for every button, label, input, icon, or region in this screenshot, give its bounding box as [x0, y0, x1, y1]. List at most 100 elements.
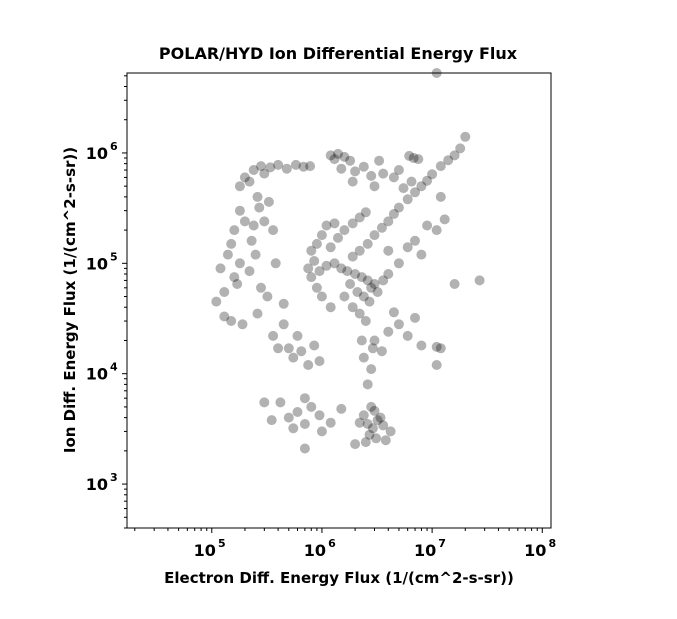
data-point — [380, 435, 391, 446]
data-point — [410, 312, 420, 323]
data-point — [402, 194, 413, 205]
data-point — [376, 346, 387, 357]
data-point — [256, 161, 266, 172]
data-point — [374, 155, 385, 166]
data-point — [244, 266, 255, 277]
data-point — [229, 272, 240, 283]
x-tick-exponent: 8 — [548, 537, 556, 550]
data-point — [443, 155, 454, 166]
data-point — [347, 302, 358, 313]
data-point — [266, 415, 277, 426]
x-tick-exponent: 5 — [218, 537, 226, 550]
data-point — [413, 154, 424, 165]
data-point — [336, 403, 347, 414]
x-tick-base: 10 — [524, 541, 546, 560]
data-point — [369, 335, 380, 346]
data-point — [435, 191, 446, 202]
data-point — [372, 415, 383, 426]
data-point — [369, 279, 380, 289]
data-point — [449, 150, 460, 161]
data-point — [366, 282, 377, 293]
data-point — [219, 311, 230, 322]
data-point — [244, 176, 255, 187]
data-point — [311, 238, 322, 249]
data-point — [360, 437, 371, 448]
data-point — [259, 397, 270, 408]
y-tick-label: 10 5 — [86, 250, 118, 273]
data-point — [354, 308, 365, 319]
data-point — [321, 260, 332, 271]
y-tick-label: 10 3 — [86, 471, 118, 494]
data-point — [350, 439, 361, 450]
data-point — [278, 298, 289, 309]
data-point — [333, 148, 343, 159]
data-point — [393, 319, 404, 330]
x-tick-base: 10 — [414, 541, 436, 560]
data-point — [383, 326, 394, 337]
data-point — [372, 287, 383, 297]
data-point — [270, 258, 281, 269]
data-point — [360, 207, 371, 218]
data-point — [296, 346, 307, 357]
x-tick-label: 10 5 — [194, 537, 226, 560]
data-point — [439, 214, 450, 225]
y-tick-label: 10 4 — [86, 361, 118, 384]
data-point — [248, 165, 259, 175]
data-point — [362, 379, 373, 390]
data-point — [358, 410, 369, 421]
data-point — [268, 225, 279, 236]
x-axis-label: Electron Diff. Energy Flux (1/(cm^2-s-sr… — [164, 569, 514, 587]
data-point — [292, 330, 303, 341]
data-point — [288, 423, 299, 434]
data-point — [342, 266, 353, 277]
data-point — [431, 225, 442, 236]
data-point — [347, 218, 358, 229]
y-tick-exponent: 6 — [110, 140, 118, 153]
data-point — [364, 429, 375, 440]
data-point — [362, 419, 373, 429]
data-point — [431, 360, 442, 370]
data-point — [222, 249, 233, 260]
data-point — [408, 153, 419, 163]
data-point — [299, 419, 310, 429]
data-point — [383, 245, 394, 256]
data-point — [376, 222, 387, 233]
data-point — [404, 150, 415, 161]
data-point — [354, 245, 365, 256]
data-point — [358, 161, 369, 172]
y-tick-base: 10 — [86, 144, 108, 163]
data-point — [347, 176, 358, 187]
data-point — [460, 131, 471, 142]
data-point — [215, 263, 226, 274]
data-point — [369, 181, 380, 192]
data-point — [431, 341, 442, 352]
x-tick-exponent: 7 — [438, 537, 446, 550]
data-point — [303, 360, 314, 370]
data-point — [259, 216, 270, 227]
data-point — [402, 242, 413, 253]
data-point — [352, 287, 363, 297]
data-point — [325, 417, 336, 428]
data-point — [288, 352, 299, 363]
data-point — [246, 235, 257, 246]
data-point — [273, 159, 284, 170]
data-point — [367, 423, 378, 434]
data-point — [305, 161, 316, 172]
data-point — [283, 412, 294, 423]
data-point — [239, 172, 250, 183]
data-point — [371, 433, 382, 444]
y-tick-exponent: 5 — [110, 250, 118, 263]
data-point — [252, 191, 263, 202]
data-point — [265, 162, 276, 173]
data-point — [316, 291, 327, 302]
x-tick-label: 10 7 — [414, 537, 446, 560]
data-point — [262, 291, 273, 302]
data-point — [416, 249, 427, 260]
data-point — [366, 401, 377, 412]
data-point — [248, 220, 259, 231]
data-point — [354, 212, 365, 223]
data-point — [298, 161, 309, 172]
data-point — [369, 230, 380, 241]
data-point — [303, 263, 314, 274]
data-point — [360, 316, 371, 326]
